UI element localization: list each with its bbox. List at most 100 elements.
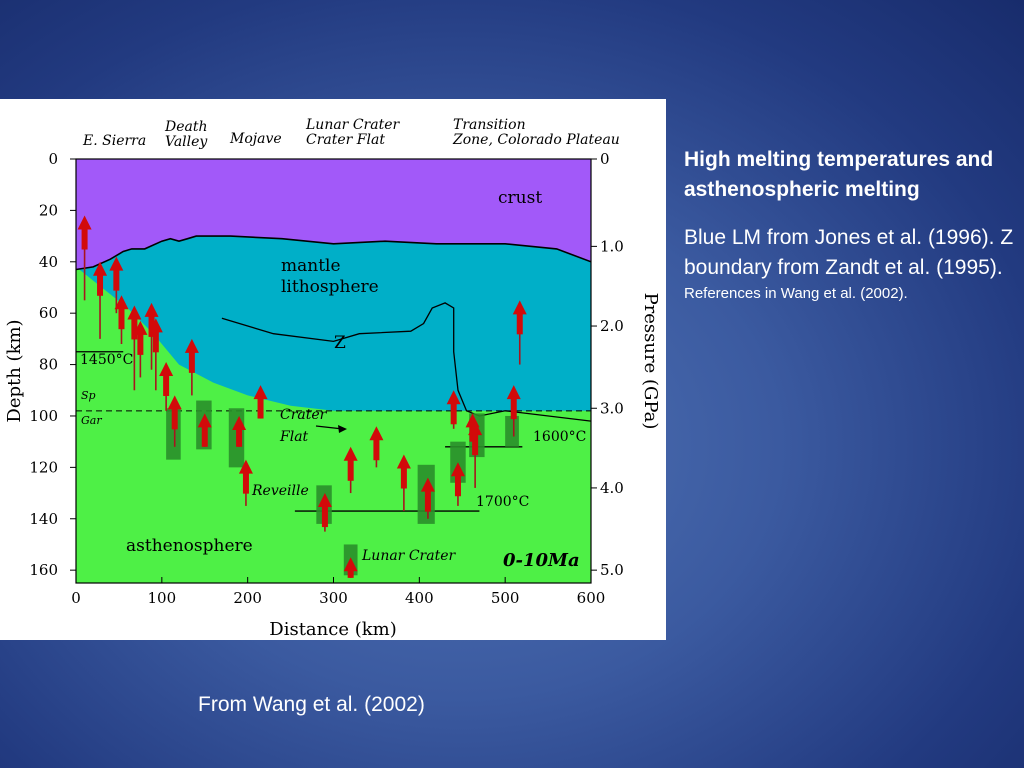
melting-arrow [109, 256, 124, 314]
melting-arrow-head [184, 338, 199, 353]
figure-caption: From Wang et al. (2002) [198, 693, 425, 716]
melting-arrow-head [167, 395, 182, 410]
melting-arrow [114, 295, 129, 345]
melting-arrow-head [369, 426, 384, 441]
y-tick-label: 40 [39, 253, 58, 271]
melting-arrow-head [468, 421, 483, 436]
y-tick-label: 160 [29, 561, 58, 579]
melting-arrow-body [188, 350, 195, 373]
slide-body: Blue LM from Jones et al. (1996). Z boun… [684, 226, 1014, 279]
melting-arrow [420, 477, 435, 519]
melting-arrow-head [343, 557, 358, 572]
melting-arrow [167, 395, 182, 447]
y-axis-title: Depth (km) [4, 319, 25, 422]
melting-arrow [396, 454, 411, 512]
melting-arrow [446, 390, 461, 429]
x-tick-label: 100 [148, 589, 177, 607]
melting-arrow [184, 338, 199, 396]
cross-section-figure: 0 100 200 300 400 500 600 0 20 40 60 80 100 120 140 160… [0, 99, 666, 640]
y-tick-label: 140 [29, 510, 58, 528]
melting-arrow-body [118, 307, 125, 330]
x-axis-title: Distance (km) [269, 619, 396, 640]
y-tick-label: 100 [29, 407, 58, 425]
z-boundary-label: Z [334, 333, 346, 353]
asthenosphere-label: asthenosphere [126, 536, 253, 556]
y-tick-label: 0 [48, 150, 58, 168]
melting-arrow [343, 557, 358, 578]
melting-arrow-head [148, 318, 163, 333]
melting-arrow [197, 413, 212, 447]
y-tick-label: 60 [39, 304, 58, 322]
melting-arrow-head [446, 390, 461, 405]
crust-label: crust [498, 188, 542, 208]
melting-arrow [343, 446, 358, 494]
melting-arrow [512, 300, 527, 365]
melting-arrow [317, 493, 332, 532]
x-tick-label: 600 [577, 589, 606, 607]
melting-arrow-body [400, 466, 407, 489]
isotherm-1450-label: 1450°C [80, 352, 133, 368]
axis-ticks: 0 100 200 300 400 500 600 0 20 40 60 80 100 120 140 160… [29, 150, 624, 607]
melting-arrow [369, 426, 384, 468]
melting-arrow-body [171, 407, 178, 430]
crater-flat-label-1: Crater [280, 407, 328, 423]
melting-arrow-body [347, 458, 354, 481]
melting-arrow-body [163, 374, 170, 397]
melting-arrow-head [317, 493, 332, 508]
melting-arrow [468, 421, 483, 488]
melting-arrows [77, 215, 527, 578]
melting-arrow [144, 302, 159, 370]
melting-arrow-body [321, 505, 328, 528]
sample-box [505, 415, 519, 447]
region-label-e-sierra-1: E. Sierra [82, 133, 146, 149]
crust-fill [76, 159, 591, 270]
melting-arrow-head [109, 256, 124, 271]
melting-arrow-head [238, 459, 253, 474]
melting-arrow-body [131, 317, 138, 340]
region-label-lunar-crater-1: Lunar Crater [305, 117, 400, 133]
melting-arrow-head [506, 385, 521, 400]
gar-label: Gar [81, 414, 102, 427]
region-label-transition-2: Zone, Colorado Plateau [452, 132, 620, 148]
melting-arrow-head [144, 302, 159, 317]
y-tick-label: 120 [29, 458, 58, 476]
melting-arrow [253, 385, 268, 419]
region-label-lunar-crater-2: Crater Flat [306, 132, 385, 148]
melting-arrow-head [93, 261, 108, 276]
x-tick-label: 400 [405, 589, 434, 607]
melting-arrow-body [257, 397, 264, 419]
melting-arrow-body [510, 397, 517, 420]
melting-arrow-body [148, 314, 155, 337]
melting-arrow-body [347, 569, 354, 578]
melting-arrow-head [114, 295, 129, 310]
y2-tick-label: 1.0 [600, 237, 624, 255]
x-tick-label: 200 [233, 589, 262, 607]
melting-arrow [133, 320, 148, 378]
melting-arrow [148, 318, 163, 391]
melting-arrow-head [253, 385, 268, 400]
melting-arrow-head [343, 446, 358, 461]
melting-arrow-head [420, 477, 435, 492]
melting-arrow-body [373, 438, 380, 461]
reveille-label: Reveille [251, 483, 309, 499]
melting-arrow-head [232, 415, 247, 430]
melting-arrow-body [424, 489, 431, 512]
melting-arrow-head [396, 454, 411, 469]
melting-arrow [450, 462, 465, 506]
region-label-transition-1: Transition [453, 117, 526, 133]
moho-line [76, 235, 591, 271]
y2-axis-title: Pressure (GPa) [640, 293, 661, 430]
melting-arrow-body [516, 312, 523, 335]
isotherm-1600-label: 1600°C [533, 429, 586, 445]
melting-arrow [232, 415, 247, 447]
y2-tick-label: 0 [600, 150, 610, 168]
melting-arrow-body [113, 268, 120, 291]
side-text-block: High melting temperatures and asthenosph… [684, 145, 1014, 305]
lithosphere-label: lithosphere [281, 277, 379, 297]
melting-arrow [159, 362, 174, 411]
melting-arrow [506, 385, 521, 437]
lunar-crater-label: Lunar Crater [361, 548, 456, 564]
melting-arrow-head [77, 215, 92, 230]
sp-label: Sp [81, 389, 96, 402]
age-label: 0-10Ma [503, 550, 580, 571]
